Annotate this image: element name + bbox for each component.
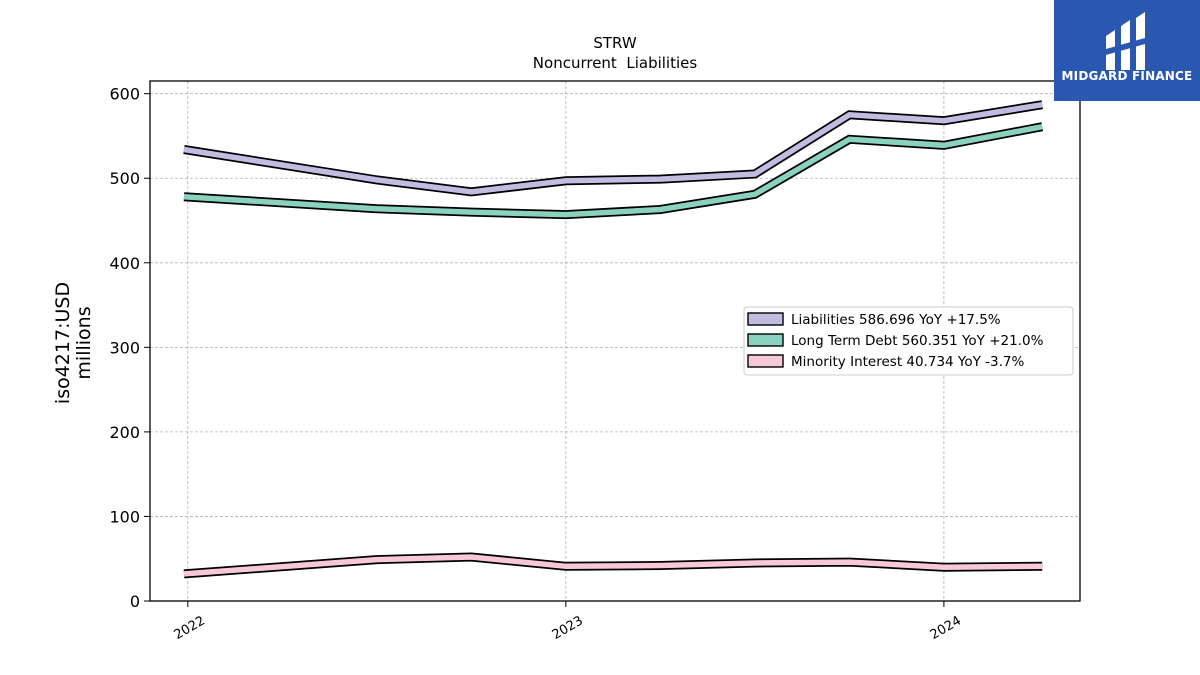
- brand-logo: MIDGARD FINANCE: [1054, 0, 1200, 101]
- y-axis-label-line1: iso4217:USD: [52, 282, 74, 404]
- legend-label: Liabilities 586.696 YoY +17.5%: [791, 312, 1001, 328]
- x-tick-label: 2023: [550, 613, 586, 643]
- series-line: [183, 101, 1043, 195]
- legend: Liabilities 586.696 YoY +17.5% Long Term …: [743, 306, 1074, 376]
- x-tick-label: 2022: [172, 613, 208, 643]
- plot-frame: [149, 80, 1081, 602]
- y-tick-label: 600: [109, 85, 140, 104]
- x-tick-label: 2024: [928, 613, 964, 643]
- y-tick-label: 400: [109, 254, 140, 273]
- y-axis-label-line2: millions: [73, 306, 95, 379]
- chart-subtitle: Noncurrent Liabilities: [533, 54, 698, 72]
- logo-text: MIDGARD FINANCE: [1061, 69, 1193, 83]
- legend-label: Long Term Debt 560.351 YoY +21.0%: [791, 333, 1044, 349]
- y-tick-label: 0: [130, 592, 140, 611]
- series-line: [183, 554, 1043, 577]
- y-tick-label: 200: [109, 423, 140, 442]
- y-tick-label: 500: [109, 169, 140, 188]
- series-layer: [183, 100, 1044, 579]
- legend-label: Minority Interest 40.734 YoY -3.7%: [791, 354, 1025, 370]
- chart-title: STRW: [593, 34, 636, 52]
- logo-mark-icon: [1106, 12, 1145, 70]
- legend-swatch: [747, 312, 784, 326]
- legend-swatch: [747, 354, 784, 368]
- y-tick-label: 100: [109, 507, 140, 526]
- legend-swatch: [747, 333, 784, 347]
- y-tick-label: 300: [109, 338, 140, 357]
- legend-box: [743, 306, 1074, 376]
